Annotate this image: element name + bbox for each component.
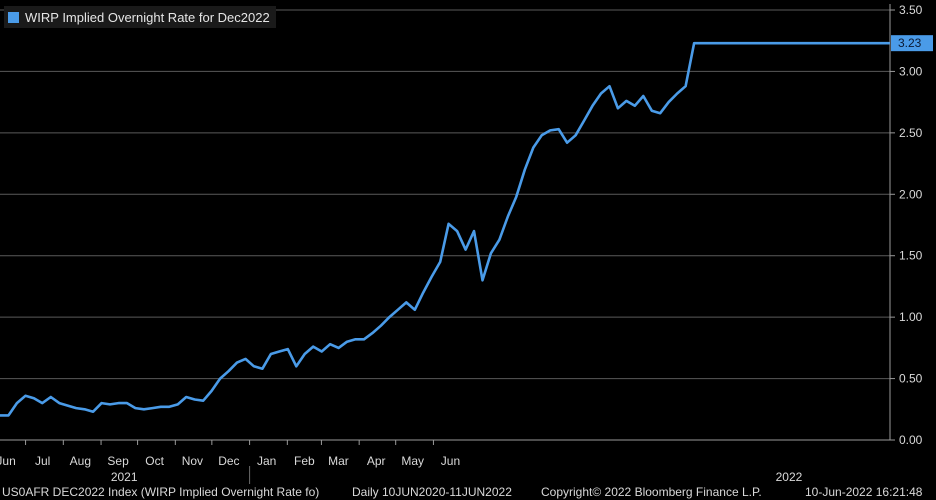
last-value-label: 3.23 [891,35,933,52]
x-tick-label: Apr [367,454,386,468]
x-tick-label: Jun [441,454,460,468]
last-value-text: 3.23 [898,36,922,50]
legend: WIRP Implied Overnight Rate for Dec2022 [4,6,276,28]
y-tick-label: 0.50 [899,372,923,386]
footer-range: Daily 10JUN2020-11JUN2022 [352,485,512,499]
footer-timestamp: 10-Jun-2022 16:21:48 [805,485,923,499]
x-tick-label: Jul [35,454,50,468]
x-tick-label: Sep [107,454,129,468]
last-value-box [891,35,933,52]
x-axis: Jun Jul Aug Sep Oct Nov Dec Jan Feb Mar Apr May Jun 2… [0,439,890,484]
y-tick-label: 0.00 [899,433,923,447]
footer-copyright: Copyright© 2022 Bloomberg Finance L.P. [541,485,762,499]
y-tick-label: 3.00 [899,64,923,78]
series-line [0,41,891,417]
y-axis: 3.50 3.00 2.50 2.00 1.50 1.00 0.50 0.00 [889,3,923,447]
x-tick-label: Jun [0,454,16,468]
footer: US0AFR DEC2022 Index (WIRP Implied Overn… [0,484,936,500]
x-tick-label: Jan [257,454,276,468]
x-tick-label: Dec [218,454,239,468]
x-tick-label: May [401,454,424,468]
legend-label: WIRP Implied Overnight Rate for Dec2022 [25,9,270,25]
y-tick-label: 1.50 [899,249,923,263]
grid-lines [0,9,890,380]
x-tick-label: Mar [328,454,349,468]
y-tick-label: 2.50 [899,126,923,140]
x-year-label: 2022 [776,470,803,484]
y-tick-label: 2.00 [899,187,923,201]
legend-swatch [8,11,19,23]
x-tick-label: Oct [145,454,164,468]
x-tick-label: Nov [182,454,203,468]
x-year-label: 2021 [111,470,138,484]
x-tick-label: Feb [294,454,315,468]
footer-index: US0AFR DEC2022 Index (WIRP Implied Overn… [2,485,320,499]
x-tick-label: Aug [70,454,91,468]
y-tick-label: 3.50 [899,3,923,17]
y-tick-label: 1.00 [899,310,923,324]
